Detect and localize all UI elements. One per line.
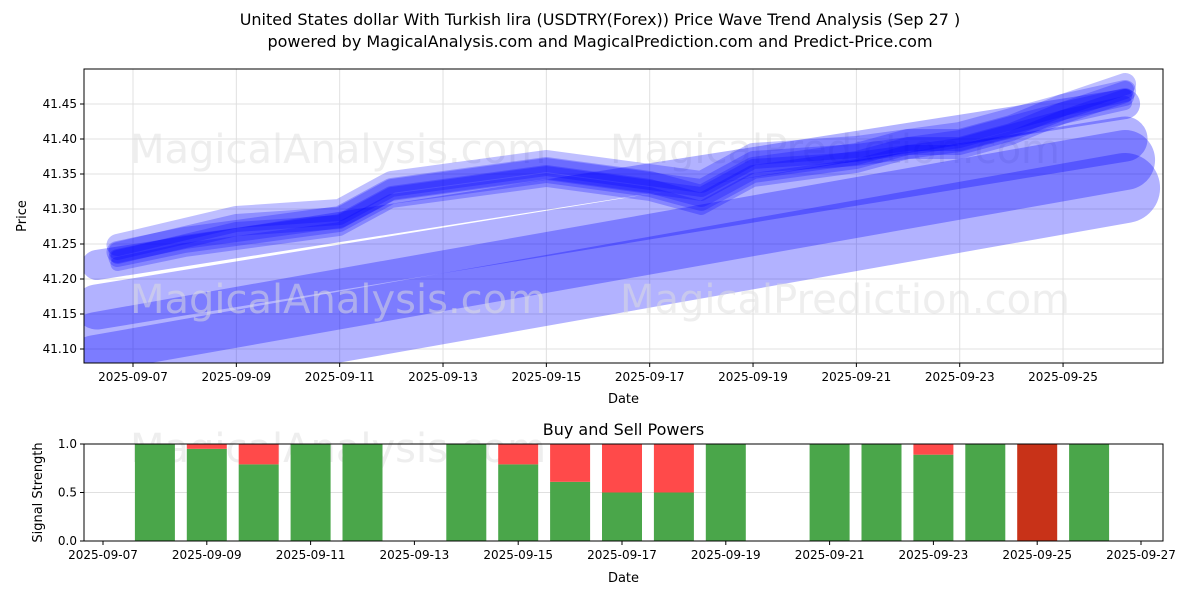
wave-band-wave-upper: [108, 81, 1135, 260]
buy-bar: [134, 444, 175, 541]
buy-bar: [913, 454, 954, 541]
wave-band-wave-main: [110, 96, 1133, 271]
sell-bar: [913, 444, 954, 455]
x-tick-label: 2025-09-11: [276, 548, 346, 562]
y-tick-label: 41.40: [43, 132, 77, 146]
x-tick-label: 2025-09-07: [98, 370, 168, 384]
buy-bar: [342, 444, 383, 541]
x-tick-label: 2025-09-09: [172, 548, 242, 562]
watermark: MagicalPrediction.com: [610, 127, 1060, 173]
buy-bar: [705, 444, 746, 541]
wave-band-wave-main: [108, 88, 1135, 267]
buy-bar: [498, 464, 539, 541]
x-tick-label: 2025-09-17: [587, 548, 657, 562]
x-tick-label: 2025-09-07: [68, 548, 138, 562]
y-tick-label: 41.20: [43, 272, 77, 286]
x-tick-label: 2025-09-21: [822, 370, 892, 384]
wave-band-trend-4: [84, 153, 1161, 363]
x-axis-label: Date: [608, 392, 639, 407]
x-tick-label: 2025-09-19: [691, 548, 761, 562]
sell-bar: [653, 444, 694, 493]
y-axis-label: Signal Strength: [31, 442, 46, 542]
buy-bar: [861, 444, 902, 541]
x-tick-label: 2025-09-25: [1002, 548, 1072, 562]
price-plot: [84, 73, 1161, 363]
x-tick-label: 2025-09-23: [925, 370, 995, 384]
sell-bar: [550, 444, 591, 482]
buy-bar: [238, 464, 279, 541]
buy-bar: [446, 444, 487, 541]
y-tick-label: 1.0: [58, 437, 77, 451]
sell-bar: [602, 444, 642, 493]
watermark: MagicalPrediction.com: [620, 277, 1070, 323]
buy-bar: [290, 444, 331, 541]
buy-bar: [550, 481, 591, 541]
plot-frame: [83, 68, 1164, 364]
wave-band-trend-3: [84, 130, 1156, 363]
wave-band-trend-1: [84, 89, 1141, 280]
chart-title: United States dollar With Turkish lira (…: [239, 10, 961, 29]
wave-band-wave-upper: [106, 73, 1137, 256]
x-axis-label: Date: [608, 571, 639, 586]
y-tick-label: 41.15: [43, 307, 77, 321]
y-tick-label: 41.10: [43, 342, 77, 356]
y-tick-label: 41.35: [43, 167, 77, 181]
buy-bar: [653, 492, 694, 541]
y-tick-label: 41.45: [43, 97, 77, 111]
y-tick-label: 41.30: [43, 202, 77, 216]
x-tick-label: 2025-09-13: [380, 548, 450, 562]
subplot-frame: [83, 443, 1164, 542]
x-tick-label: 2025-09-15: [483, 548, 553, 562]
chart-subtitle: powered by MagicalAnalysis.com and Magic…: [267, 32, 933, 51]
x-tick-label: 2025-09-09: [201, 370, 271, 384]
buy-bar: [186, 448, 227, 541]
sell-bar: [238, 444, 279, 465]
y-tick-label: 0.0: [58, 534, 77, 548]
watermark: MagicalAnalysis.com: [130, 277, 546, 323]
x-tick-label: 2025-09-21: [795, 548, 865, 562]
subchart-title: Buy and Sell Powers: [543, 420, 705, 439]
sell-bar: [186, 444, 227, 449]
x-tick-label: 2025-09-17: [615, 370, 685, 384]
y-tick-label: 41.25: [43, 237, 77, 251]
sell-bar: [498, 444, 539, 465]
y-axis-label: Price: [15, 200, 30, 232]
wave-band-wave-main: [106, 80, 1137, 263]
buy-bar: [965, 444, 1006, 541]
x-tick-label: 2025-09-11: [305, 370, 375, 384]
x-tick-label: 2025-09-15: [511, 370, 581, 384]
buy-bar: [809, 444, 850, 541]
buy-bar: [602, 492, 642, 541]
x-tick-label: 2025-09-27: [1106, 548, 1176, 562]
x-tick-label: 2025-09-23: [899, 548, 969, 562]
x-tick-label: 2025-09-19: [718, 370, 788, 384]
wave-band-trend-2: [84, 116, 1148, 330]
wave-band-wave-upper: [110, 89, 1133, 264]
buy-bar: [1069, 444, 1110, 541]
x-tick-label: 2025-09-25: [1028, 370, 1098, 384]
x-tick-label: 2025-09-13: [408, 370, 478, 384]
y-tick-label: 0.5: [58, 486, 77, 500]
watermark: MagicalAnalysis.com: [130, 127, 546, 173]
sell-bar: [1017, 444, 1058, 541]
